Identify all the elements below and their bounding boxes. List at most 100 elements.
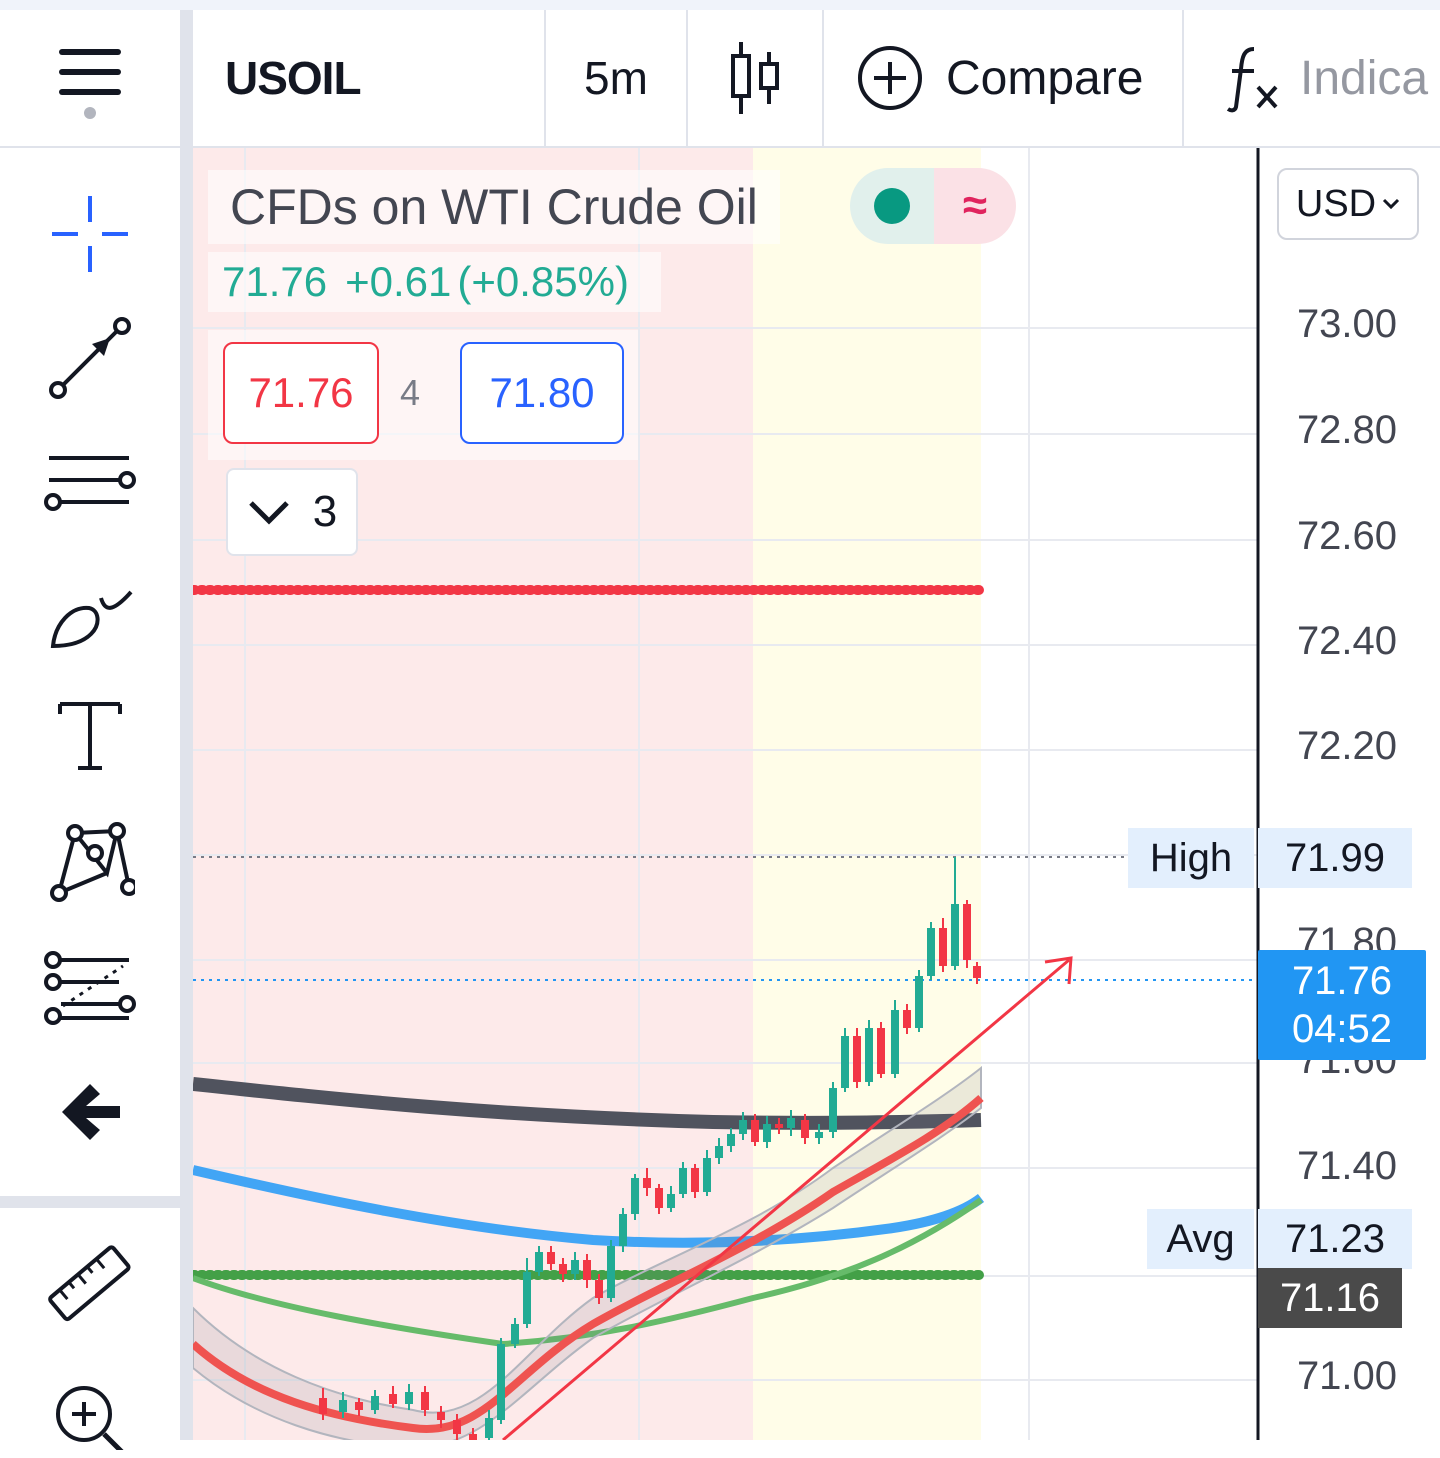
last-price: 71.76 (222, 258, 328, 305)
drawn-arrow-head (1044, 956, 1073, 985)
crosshair-icon (52, 196, 128, 272)
moving-average-green (193, 1197, 983, 1348)
zoom-in-icon (56, 1386, 124, 1450)
market-status-pill[interactable]: ≈ (850, 168, 1016, 244)
compare-button[interactable]: Compare (824, 10, 1184, 146)
price-tick: 71.00 (1296, 1354, 1398, 1398)
fib-tool-button[interactable] (40, 938, 140, 1038)
parallel-lines-tool-button[interactable] (40, 434, 140, 534)
candle-body (951, 904, 959, 966)
candle-body (787, 1118, 795, 1128)
legend-title: CFDs on WTI Crude Oil (208, 170, 780, 244)
buy-price: 71.80 (489, 369, 595, 416)
currency-select[interactable]: USD (1277, 168, 1419, 240)
trend-line-tool-button[interactable] (40, 308, 140, 408)
candle-body (319, 1398, 327, 1414)
candle-body (853, 1036, 861, 1082)
interval-button[interactable]: 5m (546, 10, 688, 146)
candle-body (903, 1010, 911, 1028)
price-tick: 71.40 (1296, 1144, 1398, 1188)
candle-body (939, 928, 947, 966)
sell-button[interactable]: 71.76 (223, 342, 379, 444)
avg-value: 71.23 (1258, 1209, 1412, 1269)
candle-body (915, 976, 923, 1028)
candle-body (469, 1434, 477, 1440)
ruler-icon (48, 1245, 131, 1322)
price-tick: 73.00 (1296, 302, 1398, 346)
candle-body (815, 1132, 823, 1138)
compare-label: Compare (946, 51, 1144, 105)
top-toolbar: USOIL 5m Compare Indica (0, 10, 1440, 148)
menu-button[interactable] (0, 10, 180, 146)
legend-values: 71.76 +0.61 (+0.85%) (208, 252, 661, 312)
candle-body (715, 1146, 723, 1158)
candle-body (559, 1264, 567, 1274)
bar-countdown: 04:52 (1291, 1007, 1393, 1051)
back-button[interactable] (40, 1062, 140, 1162)
market-open-status (850, 168, 934, 244)
candle-body (497, 1344, 505, 1420)
candle-body (751, 1120, 759, 1142)
price-tick-partial: 71.60 (1296, 1060, 1398, 1082)
text-tool-button[interactable] (40, 684, 140, 784)
candle-body (775, 1124, 783, 1128)
symbol-label: USOIL (225, 52, 362, 104)
candle-body (547, 1252, 555, 1264)
sidebar-separator (180, 10, 193, 1440)
candle-body (963, 904, 971, 960)
chevron-down-icon (248, 501, 289, 525)
zoom-in-tool-button[interactable] (40, 1358, 140, 1458)
approx-icon: ≈ (962, 181, 988, 230)
crosshair-tool-button[interactable] (40, 184, 140, 284)
candle-body (841, 1036, 849, 1088)
candle-body (389, 1394, 397, 1404)
drawing-toolbar (0, 148, 180, 1450)
indicators-label: Indica (1300, 51, 1429, 105)
plus-circle-icon (858, 46, 922, 110)
candle-body (523, 1272, 531, 1324)
top-border (0, 0, 1440, 10)
avg-label: Avg (1147, 1209, 1254, 1269)
parallel-lines-icon (44, 456, 136, 511)
legend-collapse-button[interactable]: 3 (226, 468, 358, 556)
bollinger-band (193, 1065, 982, 1440)
price-tick: 72.40 (1296, 619, 1398, 663)
brush-tool-button[interactable] (40, 560, 140, 660)
pattern-tool-button[interactable] (40, 810, 140, 910)
ruler-tool-button[interactable] (40, 1234, 140, 1334)
symbol-description: CFDs on WTI Crude Oil (230, 179, 758, 235)
function-icon (1226, 47, 1278, 113)
candle-body (339, 1400, 347, 1412)
chevron-down-icon (1383, 198, 1400, 210)
price-tick: 72.80 (1296, 408, 1398, 452)
hamburger-menu-icon (59, 49, 121, 119)
candle-body (571, 1260, 579, 1274)
candle-body (973, 966, 981, 978)
buy-button[interactable]: 71.80 (460, 342, 624, 444)
candle-body (619, 1214, 627, 1246)
candle-body (763, 1124, 771, 1142)
candle-body (485, 1418, 493, 1438)
moving-average-dark (193, 1077, 982, 1130)
indicator-count: 3 (312, 487, 338, 536)
candle-body (727, 1134, 735, 1146)
candle-body (643, 1178, 651, 1188)
candle-body (437, 1412, 445, 1420)
market-open-dot-icon (874, 188, 910, 224)
candle-body (453, 1420, 461, 1434)
symbol-search-button[interactable]: USOIL (193, 10, 546, 146)
candlestick-icon (731, 42, 779, 114)
interval-label: 5m (584, 52, 648, 104)
candle-body (583, 1260, 591, 1280)
indicators-button[interactable]: Indica (1184, 10, 1440, 146)
chart-type-button[interactable] (688, 10, 824, 146)
price-change: +0.61 (345, 258, 452, 305)
brush-icon (50, 590, 133, 649)
candle-body (355, 1402, 363, 1410)
price-change-pct: (+0.85%) (457, 258, 629, 305)
back-arrow-icon (62, 1084, 120, 1140)
candle-body (891, 1010, 899, 1074)
candle-body (801, 1120, 809, 1138)
spread-value: 4 (400, 372, 421, 413)
sell-price: 71.76 (248, 369, 354, 416)
